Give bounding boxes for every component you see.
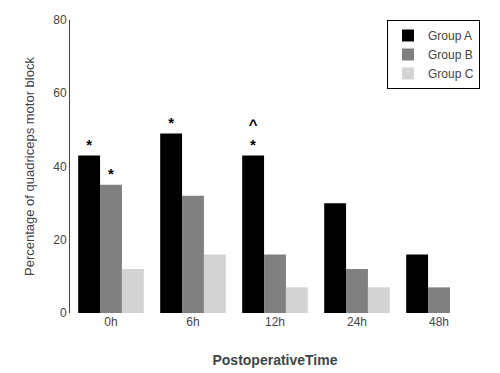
svg-text:80: 80 [53, 13, 67, 27]
svg-text:Group B: Group B [428, 48, 473, 62]
svg-text:6h: 6h [186, 315, 199, 329]
svg-text:*: * [86, 136, 92, 153]
svg-text:^*: ^* [249, 116, 258, 153]
svg-text:Percentage of quadriceps motor: Percentage of quadriceps motor block [22, 57, 37, 276]
svg-text:12h: 12h [265, 315, 285, 329]
svg-text:24h: 24h [347, 315, 367, 329]
svg-text:*: * [168, 114, 174, 131]
svg-text:0h: 0h [104, 315, 117, 329]
svg-text:PostoperativeTime: PostoperativeTime [212, 352, 337, 368]
svg-text:Group A: Group A [428, 29, 472, 43]
svg-text:*: * [108, 165, 114, 182]
svg-text:0: 0 [60, 306, 67, 320]
svg-text:40: 40 [53, 160, 67, 174]
svg-text:20: 20 [53, 233, 67, 247]
svg-text:60: 60 [53, 86, 67, 100]
svg-text:Group C: Group C [428, 67, 474, 81]
svg-text:48h: 48h [429, 315, 449, 329]
